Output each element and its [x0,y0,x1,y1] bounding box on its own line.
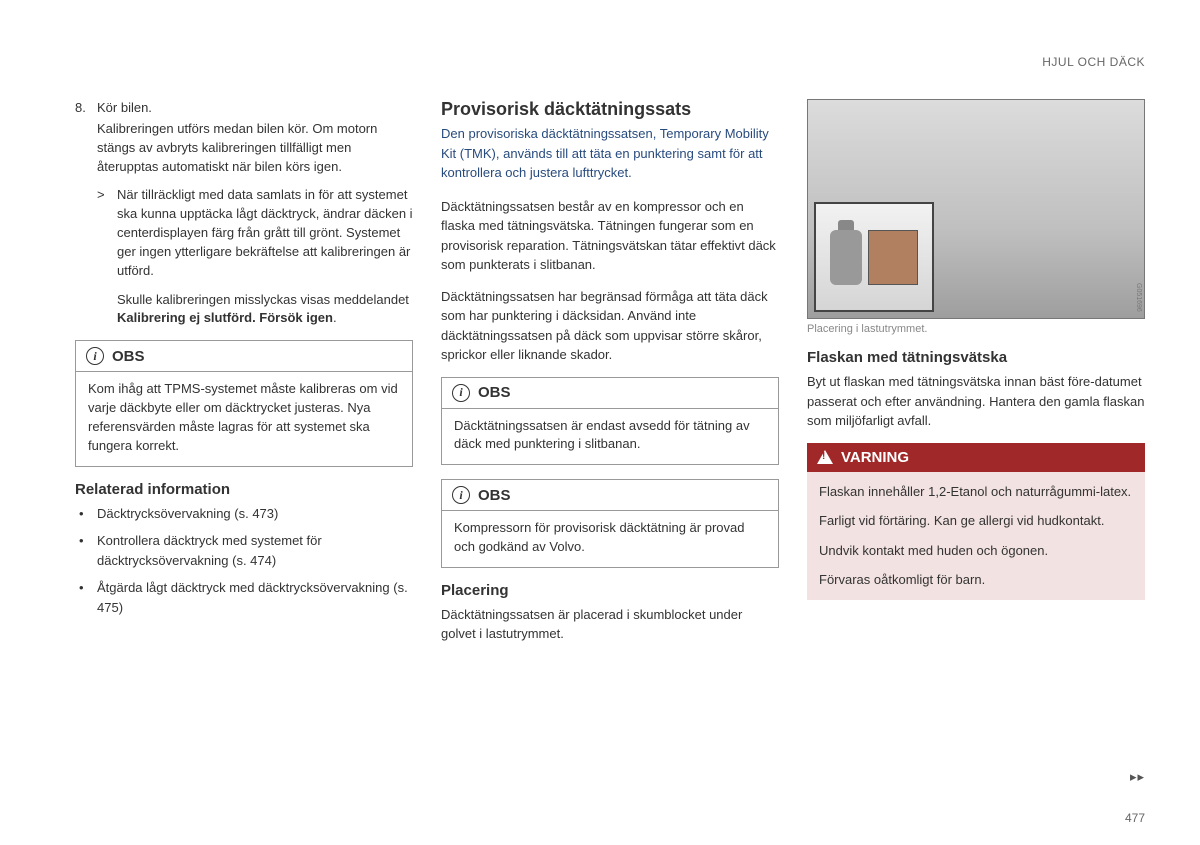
section-header: HJUL OCH DÄCK [75,55,1145,69]
related-text: Däcktrycksövervakning (s. 473) [97,504,278,524]
step-number: 8. [75,99,97,118]
warning-label: VARNING [841,449,909,466]
figure-inset [814,202,934,312]
bullet-dot: • [75,531,97,570]
placing-paragraph: Däcktätningssatsen är placerad i skumblo… [441,605,779,644]
warning-icon [817,450,833,464]
obs-body: Däcktätningssatsen är endast avsedd för … [442,409,778,465]
column-2: Provisorisk däcktätningssats Den proviso… [441,99,779,656]
warning-header: VARNING [807,443,1145,472]
body-p2: Däcktätningssatsen har begränsad förmåga… [441,287,779,365]
result-p1: När tillräckligt med data samlats in för… [117,186,413,280]
related-text: Åtgärda lågt däcktryck med däcktrycksöve… [97,578,413,617]
related-item: • Kontrollera däcktryck med systemet för… [75,531,413,570]
compressor-icon [868,230,918,285]
info-icon: i [452,384,470,402]
related-item: • Åtgärda lågt däcktryck med däcktrycksö… [75,578,413,617]
result-p2-bold: Kalibrering ej slutförd. Försök igen [117,310,333,325]
obs-label: OBS [112,348,145,365]
result-p2-post: . [333,310,337,325]
intro-paragraph: Den provisoriska däcktätningssatsen, Tem… [441,124,779,183]
figure-caption: Placering i lastutrymmet. [807,323,1145,335]
info-icon: i [452,486,470,504]
related-item: • Däcktrycksövervakning (s. 473) [75,504,413,524]
related-heading: Relaterad information [75,481,413,498]
body-p1: Däcktätningssatsen består av en kompress… [441,197,779,275]
trunk-figure: G051696 [807,99,1145,319]
info-icon: i [86,347,104,365]
obs-box: i OBS Däcktätningssatsen är endast avsed… [441,377,779,466]
arrow-icon: > [97,186,117,205]
warn-p3: Undvik kontakt med huden och ögonen. [819,541,1133,561]
obs-header: i OBS [442,480,778,511]
result-p2-pre: Skulle kalibreringen misslyckas visas me… [117,292,409,307]
obs-label: OBS [478,384,511,401]
step-text: Kör bilen. [97,99,413,118]
warn-p4: Förvaras oåtkomligt för barn. [819,570,1133,590]
placing-heading: Placering [441,582,779,599]
obs-body: Kompressorn för provisorisk däcktätning … [442,511,778,567]
obs-box: i OBS Kom ihåg att TPMS-systemet måste k… [75,340,413,466]
sealant-bottle-icon [830,230,862,285]
column-1: 8. Kör bilen. Kalibreringen utförs medan… [75,99,413,656]
related-text: Kontrollera däcktryck med systemet för d… [97,531,413,570]
warning-body: Flaskan innehåller 1,2-Etanol och naturr… [807,472,1145,600]
manual-page: HJUL OCH DÄCK 8. Kör bilen. Kalibreringe… [0,0,1200,845]
bottle-heading: Flaskan med tätningsvätska [807,349,1145,366]
column-3: G051696 Placering i lastutrymmet. Flaska… [807,99,1145,656]
bullet-dot: • [75,578,97,617]
bottle-paragraph: Byt ut flaskan med tätningsvätska innan … [807,372,1145,431]
page-number: 477 [1125,811,1145,825]
step-paragraph: Kalibreringen utförs medan bilen kör. Om… [97,120,413,177]
obs-header: i OBS [442,378,778,409]
continue-indicator: ▸▸ [1130,769,1145,785]
step-8: 8. Kör bilen. [75,99,413,118]
warning-box: VARNING Flaskan innehåller 1,2-Etanol oc… [807,443,1145,600]
result-item: > När tillräckligt med data samlats in f… [97,186,413,328]
obs-body: Kom ihåg att TPMS-systemet måste kalibre… [76,372,412,465]
content-columns: 8. Kör bilen. Kalibreringen utförs medan… [75,99,1145,656]
warn-p2: Farligt vid förtäring. Kan ge allergi vi… [819,511,1133,531]
obs-label: OBS [478,487,511,504]
image-code: G051696 [1135,283,1142,312]
obs-header: i OBS [76,341,412,372]
bullet-dot: • [75,504,97,524]
warn-p1: Flaskan innehåller 1,2-Etanol och naturr… [819,482,1133,502]
section-title: Provisorisk däcktätningssats [441,99,779,120]
result-p2: Skulle kalibreringen misslyckas visas me… [117,291,413,329]
result-text: När tillräckligt med data samlats in för… [117,186,413,328]
obs-box: i OBS Kompressorn för provisorisk däcktä… [441,479,779,568]
